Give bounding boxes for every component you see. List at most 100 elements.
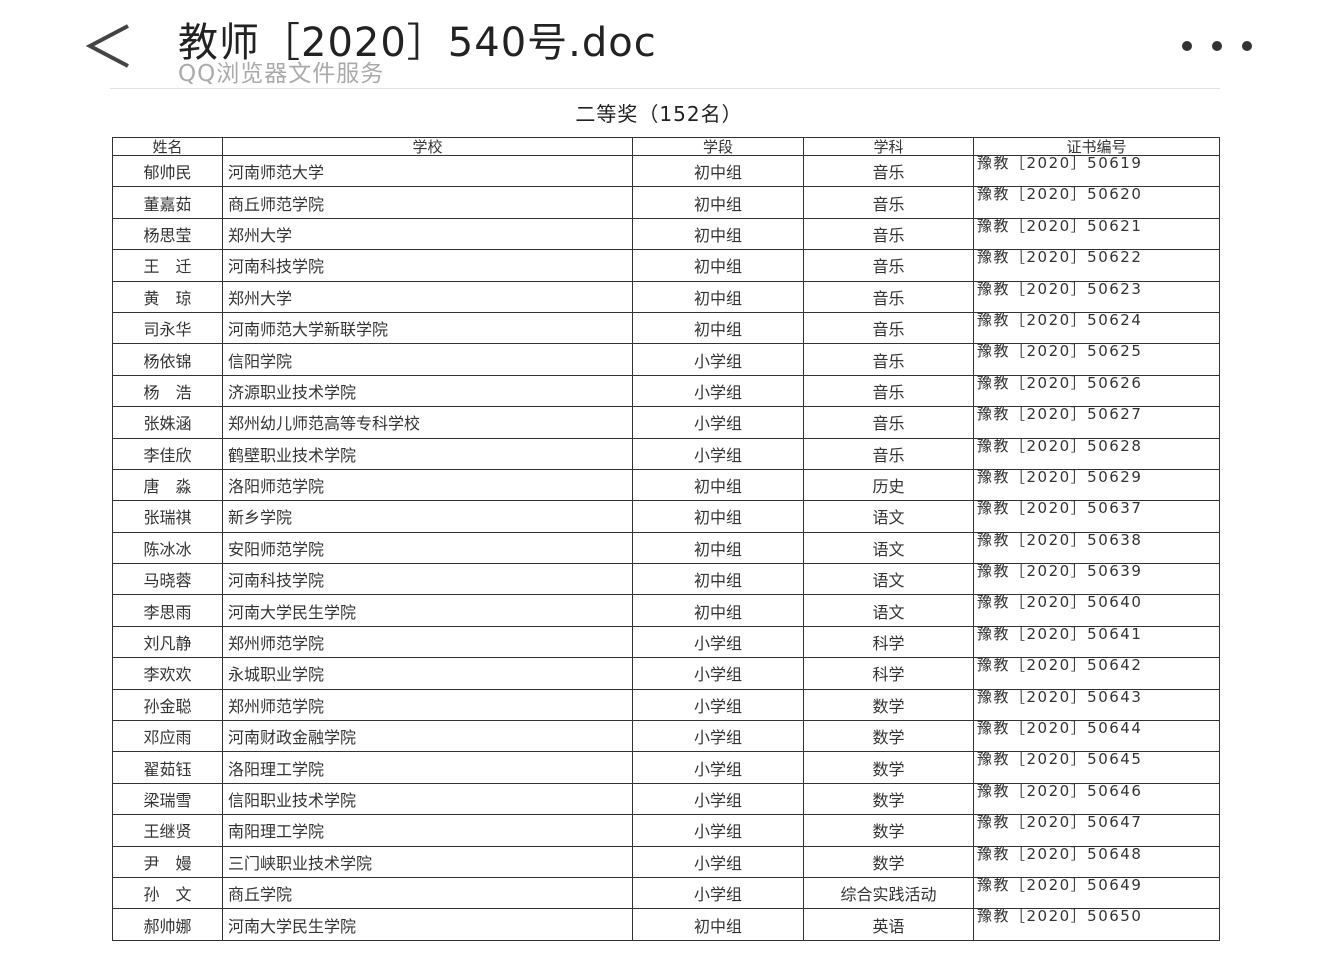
table-cell: 初中组 xyxy=(632,217,804,251)
table-cell: 翟茹钰 xyxy=(112,751,223,784)
table-row: 马晓蓉 河南科技学院 初中组 语文 豫教［2020］50639 xyxy=(112,563,1220,596)
table-cell: 综合实践活动 xyxy=(803,876,974,910)
table-cell: 南阳理工学院 xyxy=(222,814,633,847)
table-cell: 商丘学院 xyxy=(222,876,633,910)
table-cell: 音乐 xyxy=(803,437,974,470)
table-cell: 豫教［2020］50638 xyxy=(973,531,1220,565)
table-cell: 李欢欢 xyxy=(112,657,223,690)
table-cell: 孙金聪 xyxy=(112,688,223,722)
table-cell: 豫教［2020］50642 xyxy=(973,657,1220,690)
table-cell: 数学 xyxy=(803,751,974,784)
table-cell: 小学组 xyxy=(632,657,804,690)
table-cell: 郑州大学 xyxy=(222,280,633,313)
table-row: 杨依锦 信阳学院 小学组 音乐 豫教［2020］50625 xyxy=(112,343,1220,376)
table-row: 王 迁河南科技学院 初中组 音乐 豫教［2020］50622 xyxy=(112,249,1220,282)
table-cell: 唐 淼 xyxy=(112,468,223,502)
table-cell: 邓应雨 xyxy=(112,720,223,753)
table-cell: 英语 xyxy=(803,908,974,941)
table-cell: 语文 xyxy=(803,500,974,533)
table-cell: 小学组 xyxy=(632,720,804,753)
table-cell: 音乐 xyxy=(803,217,974,251)
table-cell: 河南财政金融学院 xyxy=(222,720,633,753)
table-row: 陈冰冰 安阳师范学院 初中组 语文 豫教［2020］50638 xyxy=(112,531,1220,565)
table-row: 李佳欣 鹤壁职业技术学院 小学组 音乐 豫教［2020］50628 xyxy=(112,437,1220,470)
table-cell: 音乐 xyxy=(803,186,974,219)
table-row: 司永华 河南师范大学新联学院 初中组 音乐 豫教［2020］50624 xyxy=(112,311,1220,345)
table-cell: 数学 xyxy=(803,688,974,722)
file-subtitle: QQ浏览器文件服务 xyxy=(178,61,385,87)
table-row: 张瑞祺 新乡学院 初中组 语文 豫教［2020］50637 xyxy=(112,500,1220,533)
column-header: 学校 xyxy=(222,137,633,156)
table-cell: 豫教［2020］50641 xyxy=(973,625,1220,659)
table-cell: 郝帅娜 xyxy=(112,908,223,941)
table-cell: 豫教［2020］50649 xyxy=(973,876,1220,910)
table-cell: 刘凡静 xyxy=(112,625,223,659)
table-cell: 河南科技学院 xyxy=(222,249,633,282)
table-cell: 数学 xyxy=(803,845,974,878)
table-cell: 豫教［2020］50646 xyxy=(973,782,1220,816)
table-cell: 马晓蓉 xyxy=(112,563,223,596)
table-cell: 信阳学院 xyxy=(222,343,633,376)
table-cell: 豫教［2020］50639 xyxy=(973,563,1220,596)
table-cell: 豫教［2020］50627 xyxy=(973,406,1220,439)
table-cell: 初中组 xyxy=(632,154,804,188)
back-button[interactable] xyxy=(84,22,134,70)
header-row: 姓名 学校 学段 学科 证书编号 xyxy=(112,137,1220,156)
table-cell: 小学组 xyxy=(632,343,804,376)
table-cell: 豫教［2020］50625 xyxy=(973,343,1220,376)
divider xyxy=(110,88,1220,89)
table-cell: 语文 xyxy=(803,531,974,565)
table-cell: 初中组 xyxy=(632,311,804,345)
table-cell: 杨依锦 xyxy=(112,343,223,376)
table-cell: 音乐 xyxy=(803,280,974,313)
column-header: 姓名 xyxy=(112,137,223,156)
table-row: 郁帅民 河南师范大学 初中组 音乐 豫教［2020］50619 xyxy=(112,154,1220,188)
column-header: 学段 xyxy=(632,137,804,156)
table-cell: 科学 xyxy=(803,657,974,690)
table-cell: 初中组 xyxy=(632,280,804,313)
table-cell: 数学 xyxy=(803,782,974,816)
table-cell: 初中组 xyxy=(632,531,804,565)
table-cell: 初中组 xyxy=(632,594,804,627)
more-button[interactable] xyxy=(1180,40,1260,54)
table-cell: 音乐 xyxy=(803,311,974,345)
table-row: 唐 淼洛阳师范学院 初中组 历史 豫教［2020］50629 xyxy=(112,468,1220,502)
table-row: 杨思莹 郑州大学 初中组 音乐 豫教［2020］50621 xyxy=(112,217,1220,251)
table-cell: 张瑞祺 xyxy=(112,500,223,533)
table-row: 张姝涵 郑州幼儿师范高等专科学校 小学组 音乐 豫教［2020］50627 xyxy=(112,406,1220,439)
table-cell: 科学 xyxy=(803,625,974,659)
table-cell: 初中组 xyxy=(632,500,804,533)
table-cell: 豫教［2020］50628 xyxy=(973,437,1220,470)
table-cell: 豫教［2020］50643 xyxy=(973,688,1220,722)
table-cell: 永城职业学院 xyxy=(222,657,633,690)
table-row: 黄 琼郑州大学 初中组 音乐 豫教［2020］50623 xyxy=(112,280,1220,313)
table-cell: 济源职业技术学院 xyxy=(222,374,633,408)
table-cell: 音乐 xyxy=(803,406,974,439)
table-cell: 杨 浩 xyxy=(112,374,223,408)
table-row: 孙金聪 郑州师范学院 小学组 数学 豫教［2020］50643 xyxy=(112,688,1220,722)
table-cell: 豫教［2020］50619 xyxy=(973,154,1220,188)
table-cell: 豫教［2020］50640 xyxy=(973,594,1220,627)
table-cell: 王继贤 xyxy=(112,814,223,847)
table-cell: 初中组 xyxy=(632,186,804,219)
award-table: 姓名 学校 学段 学科 证书编号 郁帅民 河南师范大学 初中组 音乐 豫教［2020］50619… xyxy=(112,137,1220,941)
table-cell: 杨思莹 xyxy=(112,217,223,251)
table-cell: 豫教［2020］50626 xyxy=(973,374,1220,408)
table-cell: 郑州大学 xyxy=(222,217,633,251)
table-cell: 河南科技学院 xyxy=(222,563,633,596)
table-cell: 郁帅民 xyxy=(112,154,223,188)
table-cell: 豫教［2020］50644 xyxy=(973,720,1220,753)
table-cell: 黄 琼 xyxy=(112,280,223,313)
table-cell: 小学组 xyxy=(632,876,804,910)
table-cell: 郑州幼儿师范高等专科学校 xyxy=(222,406,633,439)
table-cell: 河南师范大学新联学院 xyxy=(222,311,633,345)
table-cell: 豫教［2020］50623 xyxy=(973,280,1220,313)
table-cell: 豫教［2020］50637 xyxy=(973,500,1220,533)
table-row: 郝帅娜 河南大学民生学院 初中组 英语 豫教［2020］50650 xyxy=(112,908,1220,941)
table-row: 杨 浩济源职业技术学院 小学组 音乐 豫教［2020］50626 xyxy=(112,374,1220,408)
table-cell: 豫教［2020］50629 xyxy=(973,468,1220,502)
table-cell: 李思雨 xyxy=(112,594,223,627)
table-cell: 初中组 xyxy=(632,468,804,502)
table-cell: 历史 xyxy=(803,468,974,502)
